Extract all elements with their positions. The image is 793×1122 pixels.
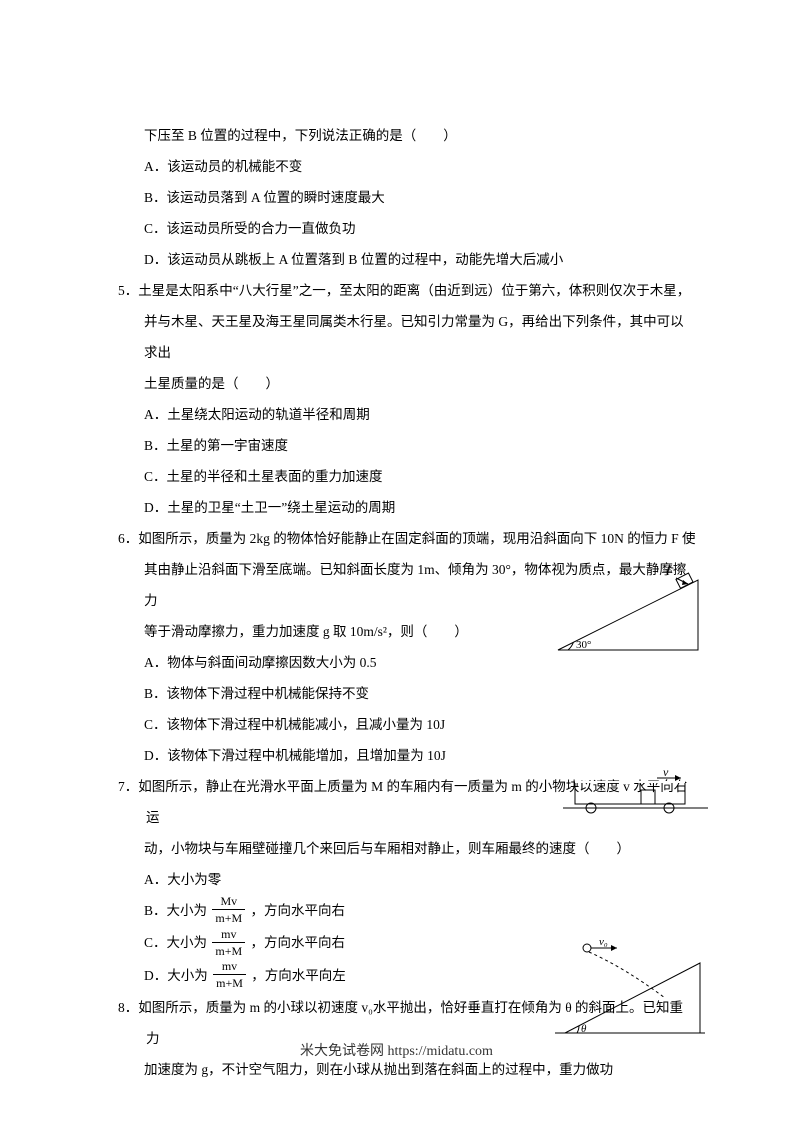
q6-figure-svg: 30° F	[548, 560, 708, 660]
q6-option-b: B．该物体下滑过程中机械能保持不变	[118, 678, 696, 709]
q5-option-b: B．土星的第一宇宙速度	[118, 430, 696, 461]
q5-stem-line2: 并与木星、天王星及海王星同属类木行星。已知引力常量为 G，再给出下列条件，其中可…	[118, 306, 696, 368]
q7-d-den: m+M	[213, 975, 246, 990]
q4-stem-cont: 下压至 B 位置的过程中，下列说法正确的是（ ）	[118, 120, 696, 151]
q4-option-b: B．该运动员落到 A 位置的瞬时速度最大	[118, 182, 696, 213]
q5-option-a: A．土星绕太阳运动的轨道半径和周期	[118, 399, 696, 430]
q8-figure: θ v₀	[555, 938, 705, 1038]
q6-force-label: F	[665, 564, 674, 578]
q5-num: 5．	[118, 283, 138, 298]
q7-d-frac: mvm+M	[213, 959, 246, 990]
q6-option-d: D．该物体下滑过程中机械能增加，且增加量为 10J	[118, 740, 696, 771]
q7-v-label: v	[663, 768, 669, 779]
q5-stem-line1: 5．土星是太阳系中“八大行星”之一，至太阳的距离（由近到远）位于第六，体积则仅次…	[118, 275, 696, 306]
q6-num: 6．	[118, 531, 138, 546]
q7-b-den: m+M	[212, 910, 245, 925]
q8-v0-label: v₀	[599, 938, 608, 948]
q7-b-num: Mv	[212, 894, 245, 910]
q6-angle-label: 30°	[576, 639, 591, 651]
footer-text: 米大免试卷网 https://midatu.com	[0, 1040, 793, 1060]
q8-theta-label: θ	[581, 1023, 587, 1035]
q7-b-post: ，方向水平向右	[251, 903, 346, 918]
page: 下压至 B 位置的过程中，下列说法正确的是（ ） A．该运动员的机械能不变 B．…	[0, 0, 793, 1122]
q7-c-pre: C．大小为	[144, 935, 207, 950]
q7-option-a: A．大小为零	[118, 864, 696, 895]
q7-c-frac: mvm+M	[212, 927, 245, 958]
q7-d-post: ，方向水平向左	[251, 968, 346, 983]
q5-option-c: C．土星的半径和土星表面的重力加速度	[118, 461, 696, 492]
q7-c-den: m+M	[212, 943, 245, 958]
q6-stem1: 如图所示，质量为 2kg 的物体恰好能静止在固定斜面的顶端，现用沿斜面向下 10…	[138, 531, 695, 546]
q4-option-a: A．该运动员的机械能不变	[118, 151, 696, 182]
q4-option-c: C．该运动员所受的合力一直做负功	[118, 213, 696, 244]
q7-b-pre: B．大小为	[144, 903, 207, 918]
q7-c-post: ，方向水平向右	[251, 935, 346, 950]
q7-d-pre: D．大小为	[144, 968, 208, 983]
q7-figure: v	[563, 768, 708, 818]
q5-stem-line3: 土星质量的是（ ）	[118, 368, 696, 399]
q6-option-c: C．该物体下滑过程中机械能减小，且减小量为 10J	[118, 709, 696, 740]
q8-figure-svg: θ v₀	[555, 938, 705, 1038]
q5-stem1: 土星是太阳系中“八大行星”之一，至太阳的距离（由近到远）位于第六，体积则仅次于木…	[138, 283, 690, 298]
q6-stem-line1: 6．如图所示，质量为 2kg 的物体恰好能静止在固定斜面的顶端，现用沿斜面向下 …	[118, 523, 696, 554]
q7-b-frac: Mvm+M	[212, 894, 245, 925]
q6-figure: 30° F	[548, 560, 708, 660]
q4-option-d: D．该运动员从跳板上 A 位置落到 B 位置的过程中，动能先增大后减小	[118, 244, 696, 275]
q7-d-num: mv	[213, 959, 246, 975]
q5-option-d: D．土星的卫星“土卫一”绕土星运动的周期	[118, 492, 696, 523]
q7-stem-line2: 动，小物块与车厢壁碰撞几个来回后与车厢相对静止，则车厢最终的速度（ ）	[118, 833, 696, 864]
q7-c-num: mv	[212, 927, 245, 943]
q7-option-b: B．大小为 Mvm+M ，方向水平向右	[118, 895, 696, 927]
q7-num: 7．	[118, 779, 138, 794]
q7-figure-svg: v	[563, 768, 708, 818]
q8-num: 8．	[118, 1000, 138, 1015]
